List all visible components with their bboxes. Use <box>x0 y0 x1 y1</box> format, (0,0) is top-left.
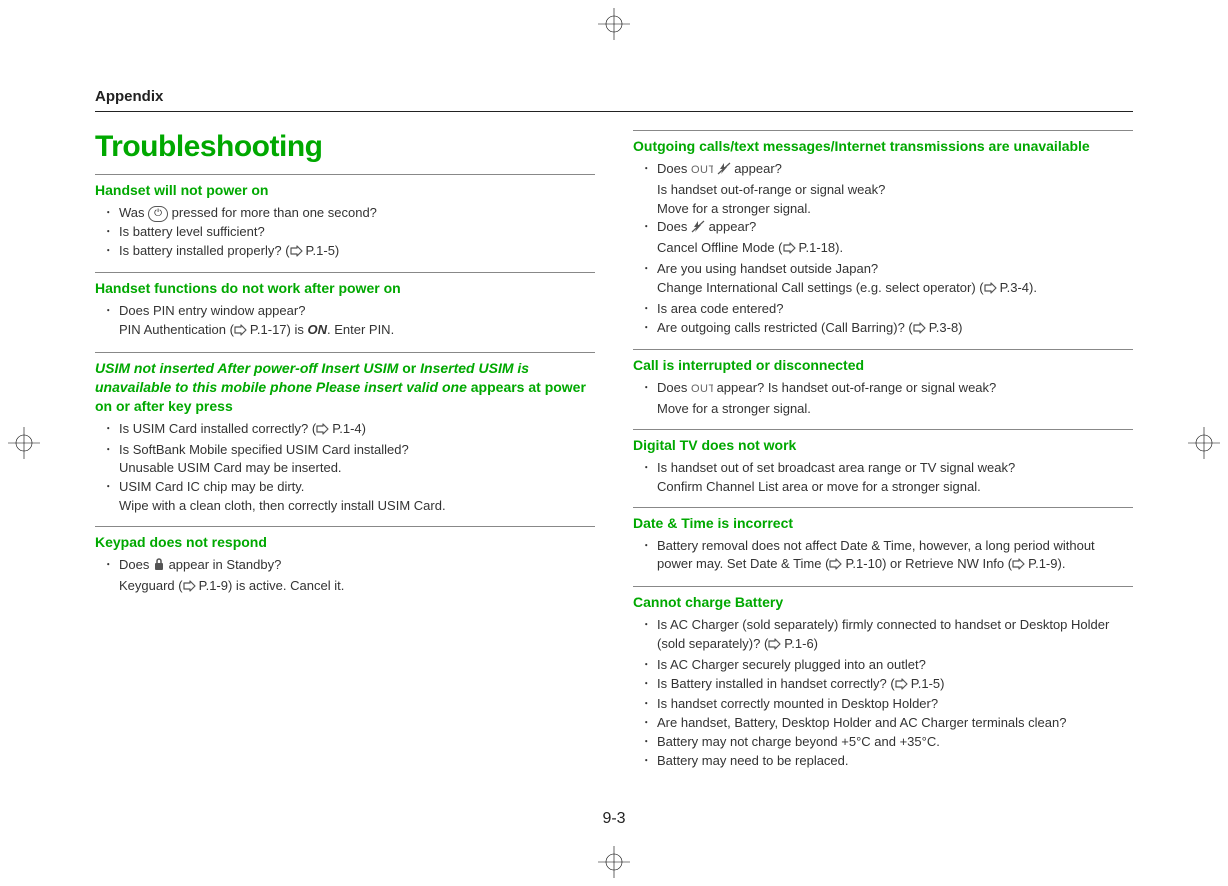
troubleshoot-section: Handset functions do not work after powe… <box>95 272 595 352</box>
section-title: Date & Time is incorrect <box>633 514 1133 533</box>
bullet-item: Is SoftBank Mobile specified USIM Card i… <box>109 441 595 479</box>
bullet-subtext: Unusable USIM Card may be inserted. <box>119 459 595 478</box>
section-title: Cannot charge Battery <box>633 593 1133 612</box>
page-ref-icon <box>895 677 911 696</box>
page-number: 9-3 <box>602 810 625 828</box>
page-content: Appendix Troubleshooting Handset will no… <box>95 88 1133 826</box>
bullet-item: Was ⏻ pressed for more than one second? <box>109 204 595 223</box>
troubleshoot-section: Outgoing calls/text messages/Internet tr… <box>633 130 1133 349</box>
bullet-subtext: Confirm Channel List area or move for a … <box>657 478 1133 497</box>
power-button-icon: ⏻ <box>148 206 168 222</box>
troubleshoot-section: Digital TV does not work Is handset out o… <box>633 429 1133 507</box>
bullet-item: Does PIN entry window appear?PIN Authent… <box>109 302 595 342</box>
crop-mark-top <box>598 8 630 40</box>
bullet-item: Battery may not charge beyond +5°C and +… <box>647 733 1133 752</box>
bullet-item: Battery may need to be replaced. <box>647 752 1133 771</box>
bullet-subtext: Move for a stronger signal. <box>657 400 1133 419</box>
bullet-item: Is area code entered? <box>647 300 1133 319</box>
bullet-item: Are handset, Battery, Desktop Holder and… <box>647 714 1133 733</box>
troubleshoot-section: Cannot charge Battery Is AC Charger (sold… <box>633 586 1133 781</box>
bullet-list: Is USIM Card installed correctly? (P.1-4… <box>95 420 595 516</box>
bullet-item: Is Battery installed in handset correctl… <box>647 675 1133 696</box>
page-ref-icon <box>316 422 332 441</box>
bullet-subtext: Is handset out-of-range or signal weak? <box>657 181 1133 200</box>
lock-icon <box>153 558 165 577</box>
bullet-subtext: Keyguard (P.1-9) is active. Cancel it. <box>119 577 595 598</box>
page-ref-icon <box>183 579 199 598</box>
bullet-item: Does OUT appear?Is handset out-of-range … <box>647 160 1133 219</box>
signal-slash-icon <box>717 162 731 181</box>
signal-slash-icon <box>691 220 705 239</box>
section-title: Digital TV does not work <box>633 436 1133 455</box>
page-ref-icon <box>913 321 929 340</box>
header-label: Appendix <box>95 88 1133 112</box>
troubleshoot-section: USIM not inserted After power-off Insert… <box>95 352 595 526</box>
page-ref-icon <box>783 241 799 260</box>
page-ref-icon <box>290 244 306 263</box>
right-column: Outgoing calls/text messages/Internet tr… <box>633 130 1133 781</box>
bullet-subtext: Move for a stronger signal. <box>657 200 1133 219</box>
bullet-item: Does OUT appear? Is handset out-of-range… <box>647 379 1133 419</box>
bullet-subtext: Change International Call settings (e.g.… <box>657 279 1133 300</box>
page-ref-icon <box>984 281 1000 300</box>
bullet-list: Does PIN entry window appear?PIN Authent… <box>95 302 595 342</box>
columns: Troubleshooting Handset will not power o… <box>95 130 1133 781</box>
crop-mark-left <box>8 427 40 459</box>
bullet-item: USIM Card IC chip may be dirty.Wipe with… <box>109 478 595 516</box>
page-ref-icon <box>768 637 784 656</box>
bullet-item: Does appear in Standby?Keyguard (P.1-9) … <box>109 556 595 598</box>
svg-text:OUT: OUT <box>691 383 713 394</box>
troubleshoot-section: Handset will not power on Was ⏻ pressed f… <box>95 174 595 272</box>
svg-text:OUT: OUT <box>691 164 713 175</box>
crop-mark-bottom <box>598 846 630 878</box>
bullet-list: Is AC Charger (sold separately) firmly c… <box>633 616 1133 771</box>
bullet-item: Is USIM Card installed correctly? (P.1-4… <box>109 420 595 441</box>
bullet-subtext: Wipe with a clean cloth, then correctly … <box>119 497 595 516</box>
bullet-item: Is battery level sufficient? <box>109 223 595 242</box>
section-title: Outgoing calls/text messages/Internet tr… <box>633 137 1133 156</box>
page-ref-icon <box>1012 557 1028 576</box>
bullet-item: Does appear?Cancel Offline Mode (P.1-18)… <box>647 218 1133 260</box>
section-title: Handset will not power on <box>95 181 595 200</box>
section-title: USIM not inserted After power-off Insert… <box>95 359 595 416</box>
page-title: Troubleshooting <box>95 130 595 164</box>
bullet-list: Does OUT appear?Is handset out-of-range … <box>633 160 1133 340</box>
section-title: Call is interrupted or disconnected <box>633 356 1133 375</box>
bullet-item: Are outgoing calls restricted (Call Barr… <box>647 319 1133 340</box>
page-ref-icon <box>829 557 845 576</box>
bullet-item: Are you using handset outside Japan?Chan… <box>647 260 1133 300</box>
bullet-subtext: Cancel Offline Mode (P.1-18). <box>657 239 1133 260</box>
troubleshoot-section: Call is interrupted or disconnected Does … <box>633 349 1133 429</box>
section-title: Keypad does not respond <box>95 533 595 552</box>
troubleshoot-section: Date & Time is incorrect Battery removal … <box>633 507 1133 587</box>
bullet-list: Battery removal does not affect Date & T… <box>633 537 1133 577</box>
bullet-item: Is AC Charger (sold separately) firmly c… <box>647 616 1133 656</box>
bullet-list: Does OUT appear? Is handset out-of-range… <box>633 379 1133 419</box>
bullet-list: Was ⏻ pressed for more than one second?I… <box>95 204 595 263</box>
bullet-item: Is AC Charger securely plugged into an o… <box>647 656 1133 675</box>
bullet-item: Is handset correctly mounted in Desktop … <box>647 695 1133 714</box>
section-title: Handset functions do not work after powe… <box>95 279 595 298</box>
bullet-item: Is handset out of set broadcast area ran… <box>647 459 1133 497</box>
out-icon: OUT <box>691 381 713 400</box>
page-ref-icon <box>234 323 250 342</box>
bullet-list: Does appear in Standby?Keyguard (P.1-9) … <box>95 556 595 598</box>
bullet-item: Is battery installed properly? (P.1-5) <box>109 242 595 263</box>
bullet-subtext: PIN Authentication (P.1-17) is ON. Enter… <box>119 321 595 342</box>
out-icon: OUT <box>691 162 713 181</box>
bullet-item: Battery removal does not affect Date & T… <box>647 537 1133 577</box>
crop-mark-right <box>1188 427 1220 459</box>
bullet-list: Is handset out of set broadcast area ran… <box>633 459 1133 497</box>
left-column: Troubleshooting Handset will not power o… <box>95 130 595 781</box>
troubleshoot-section: Keypad does not respond Does appear in St… <box>95 526 595 608</box>
